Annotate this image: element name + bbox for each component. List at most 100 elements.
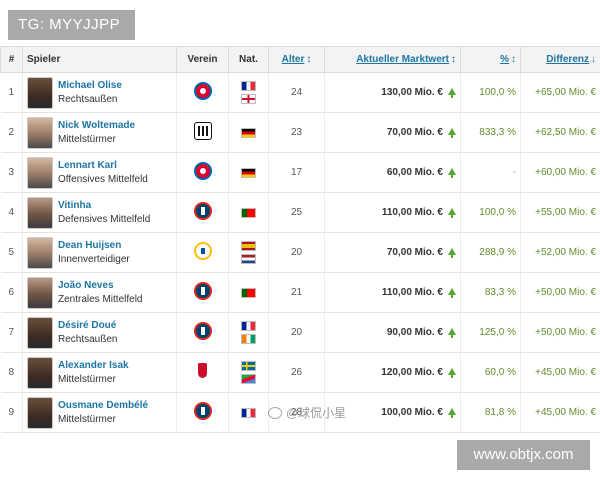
club-real-icon[interactable] — [193, 242, 212, 260]
weibo-watermark: @球侃小星 — [268, 404, 346, 421]
header-market-value-sort[interactable]: Aktueller Marktwert ↕ — [324, 46, 461, 73]
market-value-cell: 70,00 Mio. € — [324, 232, 461, 273]
sort-both-icon[interactable]: ↕ — [306, 54, 312, 65]
player-photo[interactable] — [27, 76, 53, 109]
percent-change: - — [512, 167, 516, 178]
percent-cell: - — [460, 152, 521, 193]
table-row: 1 Michael Olise Rechtsaußen 24 130,00 Mi… — [0, 72, 600, 113]
player-photo[interactable] — [27, 396, 53, 429]
row-rank: 3 — [0, 152, 23, 193]
player-cell: Vitinha Defensives Mittelfeld — [22, 192, 177, 233]
club-cell — [176, 352, 229, 393]
player-age: 17 — [268, 152, 325, 193]
player-position: Rechtsaußen — [58, 334, 118, 345]
value-difference: +45,00 Mio. € — [535, 407, 596, 418]
club-liverpool-icon[interactable] — [193, 362, 212, 380]
player-cell: Désiré Doué Rechtsaußen — [22, 312, 177, 353]
header-nationality: Nat. — [228, 46, 269, 73]
nationality-cell — [228, 192, 269, 233]
player-name-link[interactable]: Vitinha — [58, 200, 92, 211]
player-photo[interactable] — [27, 116, 53, 149]
percent-change: 833,3 % — [479, 127, 516, 138]
value-up-arrow-icon — [448, 127, 456, 138]
club-cell — [176, 192, 229, 233]
value-difference: +62,50 Mio. € — [535, 127, 596, 138]
player-name-link[interactable]: Alexander Isak — [58, 360, 129, 371]
table-header-row: # Spieler Verein Nat. Alter ↕ Aktueller M… — [0, 46, 600, 73]
player-cell: Michael Olise Rechtsaußen — [22, 72, 177, 113]
player-photo[interactable] — [27, 156, 53, 189]
player-photo[interactable] — [27, 356, 53, 389]
player-age: 20 — [268, 232, 325, 273]
header-difference-sort[interactable]: Differenz ↓ — [520, 46, 600, 73]
row-rank: 7 — [0, 312, 23, 353]
sort-both-icon[interactable]: ↕ — [511, 54, 516, 65]
table-row: 5 Dean Huijsen Innenverteidiger 20 70,00… — [0, 232, 600, 273]
value-up-arrow-icon — [448, 87, 456, 98]
player-position: Mittelstürmer — [58, 374, 116, 385]
percent-cell: 60,0 % — [460, 352, 521, 393]
player-name-link[interactable]: Ousmane Dembélé — [58, 400, 149, 411]
flag-en-icon — [241, 94, 256, 104]
flag-pt-icon — [241, 207, 256, 218]
player-name-link[interactable]: Dean Huijsen — [58, 240, 122, 251]
row-rank: 5 — [0, 232, 23, 273]
player-name-link[interactable]: Nick Woltemade — [58, 120, 136, 131]
table-row: 6 João Neves Zentrales Mittelfeld 21 110… — [0, 272, 600, 313]
percent-cell: 125,0 % — [460, 312, 521, 353]
header-percent-label[interactable]: % — [500, 54, 509, 65]
header-percent-sort[interactable]: % ↕ — [460, 46, 521, 73]
nationality-cell — [228, 72, 269, 113]
player-position: Mittelstürmer — [58, 414, 116, 425]
player-age: 20 — [268, 312, 325, 353]
flag-se-icon — [241, 361, 256, 371]
player-age: 21 — [268, 272, 325, 313]
flag-pt-icon — [241, 287, 256, 298]
player-name-link[interactable]: Michael Olise — [58, 80, 122, 91]
player-age: 26 — [268, 352, 325, 393]
market-value-cell: 110,00 Mio. € — [324, 272, 461, 313]
sort-down-icon[interactable]: ↓ — [591, 54, 596, 65]
difference-cell: +52,00 Mio. € — [520, 232, 600, 273]
player-photo[interactable] — [27, 236, 53, 269]
difference-cell: +50,00 Mio. € — [520, 312, 600, 353]
player-name-link[interactable]: Désiré Doué — [58, 320, 117, 331]
market-value: 100,00 Mio. € — [381, 407, 443, 418]
club-psg-icon[interactable] — [193, 322, 212, 340]
club-cell — [176, 312, 229, 353]
player-name-link[interactable]: João Neves — [58, 280, 114, 291]
player-photo[interactable] — [27, 276, 53, 309]
row-rank: 8 — [0, 352, 23, 393]
player-position: Offensives Mittelfeld — [58, 174, 148, 185]
value-up-arrow-icon — [448, 327, 456, 338]
flag-de-icon — [241, 127, 256, 138]
club-psg-icon[interactable] — [193, 202, 212, 220]
value-up-arrow-icon — [448, 407, 456, 418]
sort-both-icon[interactable]: ↕ — [451, 54, 456, 65]
player-photo[interactable] — [27, 196, 53, 229]
flag-es-icon — [241, 241, 256, 251]
value-difference: +52,00 Mio. € — [535, 247, 596, 258]
header-rank: # — [0, 46, 23, 73]
flag-er-icon — [241, 374, 256, 384]
flag-fr-icon — [241, 81, 256, 91]
club-psg-icon[interactable] — [193, 402, 212, 420]
header-age-label[interactable]: Alter — [281, 54, 305, 65]
club-cell — [176, 152, 229, 193]
nationality-cell — [228, 152, 269, 193]
club-bayern-icon[interactable] — [193, 82, 212, 100]
header-market-value-label[interactable]: Aktueller Marktwert — [356, 54, 449, 65]
row-rank: 1 — [0, 72, 23, 113]
table-row: 2 Nick Woltemade Mittelstürmer 23 70,00 … — [0, 112, 600, 153]
header-age-sort[interactable]: Alter ↕ — [268, 46, 325, 73]
nationality-cell — [228, 352, 269, 393]
club-bayern-icon[interactable] — [193, 162, 212, 180]
player-name-link[interactable]: Lennart Karl — [58, 160, 117, 171]
club-newcastle-icon[interactable] — [193, 122, 212, 140]
player-position: Zentrales Mittelfeld — [58, 294, 143, 305]
player-photo[interactable] — [27, 316, 53, 349]
market-value: 130,00 Mio. € — [381, 87, 443, 98]
difference-cell: +65,00 Mio. € — [520, 72, 600, 113]
header-difference-label[interactable]: Differenz — [546, 54, 589, 65]
club-psg-icon[interactable] — [193, 282, 212, 300]
